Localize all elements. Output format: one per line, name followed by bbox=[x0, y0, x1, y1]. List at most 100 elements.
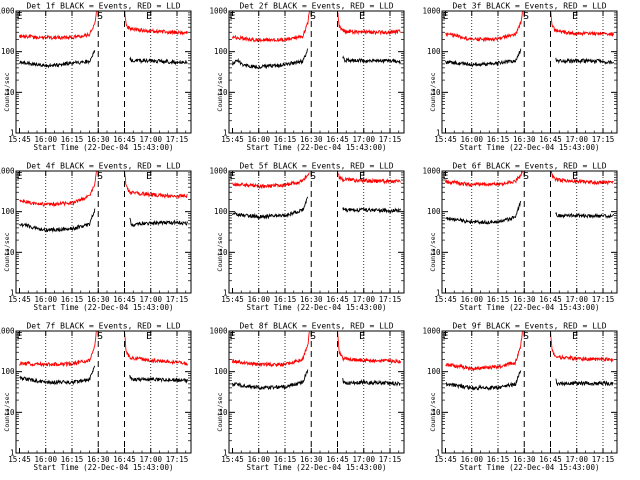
series-events-line bbox=[19, 365, 96, 386]
marker-label: S bbox=[523, 171, 529, 182]
y-tick-label: 1000 bbox=[0, 327, 15, 336]
y-tick-label: 1000 bbox=[422, 167, 441, 176]
plot-frame bbox=[15, 170, 192, 294]
chart-title: Det 8f BLACK = Events, RED = LLD bbox=[239, 322, 393, 331]
y-tick-label: 1000 bbox=[209, 167, 228, 176]
plot-frame bbox=[228, 170, 405, 294]
x-tick-label: 16:00 bbox=[34, 135, 57, 144]
y-tick-label: 10 bbox=[218, 248, 228, 257]
x-tick-label: 16:30 bbox=[87, 295, 110, 304]
x-tick-label: 16:15 bbox=[274, 135, 297, 144]
x-tick-label: 16:30 bbox=[87, 455, 110, 464]
x-tick-label: 17:15 bbox=[592, 135, 615, 144]
y-tick-label: 1 bbox=[223, 449, 228, 458]
y-axis-label: Counts/sec bbox=[216, 72, 224, 111]
x-tick-label: 16:15 bbox=[487, 455, 510, 464]
plot-area bbox=[232, 11, 401, 70]
series-lld-line bbox=[232, 331, 310, 368]
x-axis-label: Start Time (22-Dec-04 15:43:00) bbox=[34, 303, 174, 312]
series-events-line bbox=[342, 378, 401, 387]
plot-frame bbox=[228, 330, 405, 454]
marker-label: E bbox=[359, 331, 365, 342]
marker-label: S bbox=[523, 331, 529, 342]
x-tick-label: 17:00 bbox=[139, 455, 162, 464]
y-tick-label: 10 bbox=[218, 408, 228, 417]
series-events-line bbox=[129, 56, 188, 66]
plot-frame bbox=[15, 330, 192, 454]
x-tick-label: 15:45 bbox=[221, 135, 244, 144]
marker-label: E bbox=[572, 171, 578, 182]
y-tick-label: 1 bbox=[223, 129, 228, 138]
x-tick-label: 17:00 bbox=[565, 455, 588, 464]
chart-title: Det 9f BLACK = Events, RED = LLD bbox=[452, 322, 606, 331]
chart-title: Det 3f BLACK = Events, RED = LLD bbox=[452, 2, 606, 11]
plot-area bbox=[232, 171, 401, 220]
y-tick-label: 1000 bbox=[0, 167, 15, 176]
x-axis-label: Start Time (22-Dec-04 15:43:00) bbox=[247, 303, 387, 312]
series-lld-line bbox=[337, 11, 401, 36]
y-tick-label: 100 bbox=[1, 47, 15, 56]
y-tick-label: 1 bbox=[436, 449, 441, 458]
x-tick-label: 17:15 bbox=[166, 135, 189, 144]
x-tick-label: 16:15 bbox=[61, 455, 84, 464]
y-tick-label: 10 bbox=[5, 408, 15, 417]
y-tick-label: 100 bbox=[427, 367, 441, 376]
marker-label: E bbox=[16, 171, 22, 182]
marker-label: E bbox=[229, 11, 235, 22]
y-tick-label: 1000 bbox=[0, 7, 15, 16]
x-tick-label: 17:15 bbox=[379, 455, 402, 464]
x-tick-label: 16:15 bbox=[61, 135, 84, 144]
x-tick-label: 17:00 bbox=[352, 455, 375, 464]
y-tick-label: 1000 bbox=[209, 327, 228, 336]
series-events-line bbox=[445, 200, 522, 225]
y-tick-label: 10 bbox=[431, 88, 441, 97]
x-tick-label: 16:30 bbox=[300, 135, 323, 144]
y-tick-label: 100 bbox=[214, 47, 228, 56]
series-lld-line bbox=[124, 171, 188, 200]
series-events-line bbox=[555, 57, 614, 65]
plot-area bbox=[445, 11, 614, 68]
series-lld-line bbox=[19, 11, 97, 41]
x-tick-label: 16:30 bbox=[513, 295, 536, 304]
marker-label: S bbox=[310, 11, 316, 22]
x-tick-label: 16:45 bbox=[326, 295, 349, 304]
series-lld-line bbox=[232, 11, 310, 43]
series-events-line bbox=[342, 206, 401, 214]
y-tick-label: 100 bbox=[214, 207, 228, 216]
x-tick-label: 15:45 bbox=[221, 295, 244, 304]
series-lld-line bbox=[232, 172, 310, 190]
y-tick-label: 10 bbox=[5, 248, 15, 257]
series-events-line bbox=[19, 50, 96, 69]
marker-label: E bbox=[16, 11, 22, 22]
marker-label: E bbox=[572, 11, 578, 22]
series-lld-line bbox=[550, 171, 614, 186]
plot-area bbox=[445, 171, 614, 225]
y-tick-label: 1 bbox=[223, 289, 228, 298]
x-tick-label: 17:15 bbox=[379, 135, 402, 144]
marker-label: S bbox=[97, 331, 103, 342]
series-events-line bbox=[445, 48, 522, 68]
y-tick-label: 1000 bbox=[209, 7, 228, 16]
x-tick-label: 16:15 bbox=[487, 295, 510, 304]
marker-label: E bbox=[359, 11, 365, 22]
y-axis-label: Counts/sec bbox=[216, 392, 224, 431]
x-tick-label: 16:30 bbox=[513, 455, 536, 464]
x-tick-label: 17:00 bbox=[565, 295, 588, 304]
marker-label: S bbox=[523, 11, 529, 22]
series-lld-line bbox=[550, 331, 614, 363]
y-tick-label: 100 bbox=[427, 207, 441, 216]
plot-area bbox=[232, 331, 401, 391]
plot-area bbox=[19, 171, 188, 233]
marker-label: E bbox=[442, 171, 448, 182]
x-tick-label: 15:45 bbox=[221, 455, 244, 464]
x-tick-label: 16:00 bbox=[247, 135, 270, 144]
x-axis-label: Start Time (22-Dec-04 15:43:00) bbox=[460, 303, 600, 312]
x-tick-label: 16:15 bbox=[274, 295, 297, 304]
x-axis-label: Start Time (22-Dec-04 15:43:00) bbox=[34, 463, 174, 472]
plot-frame bbox=[228, 10, 405, 134]
series-events-line bbox=[232, 196, 309, 220]
